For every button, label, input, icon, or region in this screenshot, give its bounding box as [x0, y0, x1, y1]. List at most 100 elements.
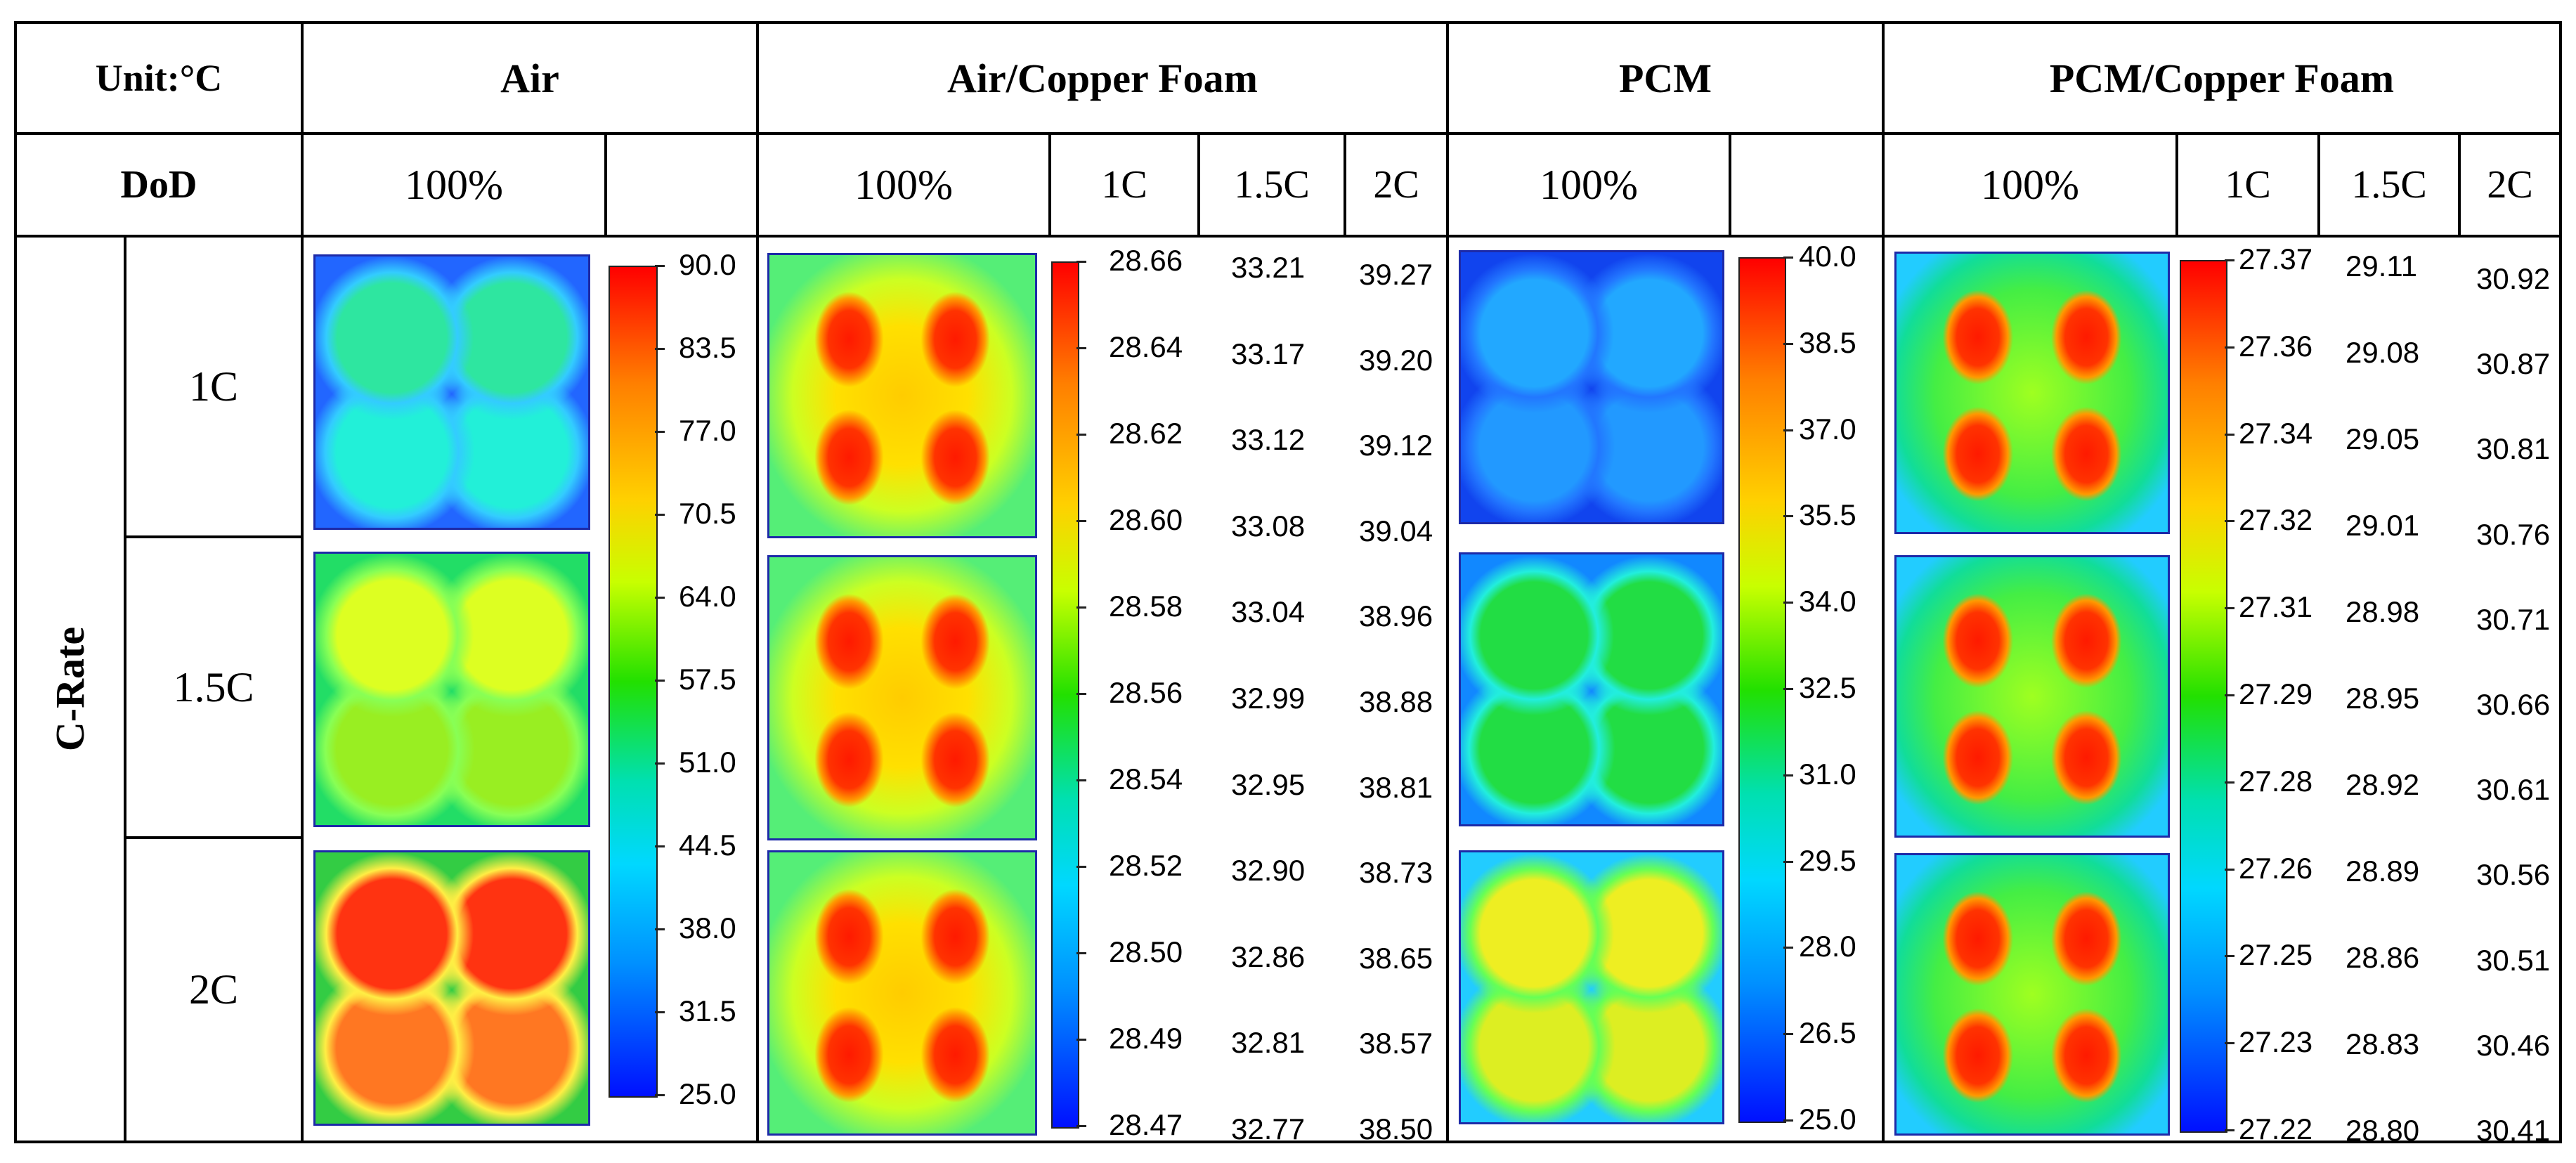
grid-line — [1882, 21, 1885, 1143]
pcm-scale-tick — [1783, 688, 1793, 690]
pcm-copper-scale-1c-tick — [2225, 694, 2235, 696]
pcm-scale-tick — [1783, 774, 1793, 777]
air-copper-heatmap-0 — [767, 253, 1037, 538]
air-copper-scale-1c-tick — [1076, 1125, 1086, 1127]
grid-line — [125, 535, 304, 538]
pcm-copper-col-2c-value: 30.92 — [2476, 262, 2551, 295]
row-label-1-5c: 1.5C — [173, 663, 254, 710]
pcm-copper-scale-1c-label: 27.32 — [2239, 503, 2313, 537]
air-copper-scale-1c-tick — [1076, 347, 1086, 349]
grid-line — [756, 21, 759, 1143]
pcm-copper-col-2c-value: 30.56 — [2476, 858, 2551, 892]
pcm-copper-col-1-5c-value: 29.11 — [2346, 249, 2417, 282]
unit-label: Unit:°C — [95, 57, 223, 99]
pcm-copper-col-1-5c-value: 28.83 — [2346, 1027, 2420, 1060]
pcm-copper-heatmap-0 — [1894, 252, 2170, 534]
pcm-copper-col-1-5c-value: 28.95 — [2346, 682, 2420, 715]
pcm-copper-scale-1c-label: 27.23 — [2239, 1025, 2313, 1059]
air-scale-bar — [609, 266, 658, 1098]
pcm-scale-tick — [1783, 947, 1793, 949]
pcm-copper-scale-1c-label: 27.36 — [2239, 329, 2313, 363]
air-copper-col-2c-value: 38.88 — [1359, 685, 1433, 718]
grid-line — [2175, 132, 2178, 238]
pcm-copper-scale-1c-label: 27.34 — [2239, 416, 2313, 450]
pcm-copper-scale-1c-tick — [2225, 868, 2235, 871]
pcm-copper-scale-1c-tick — [2225, 1042, 2235, 1045]
air-scale-label: 38.0 — [679, 911, 736, 944]
pcm-scale-label: 37.0 — [1799, 412, 1856, 446]
air-copper-col-2c-value: 38.57 — [1359, 1027, 1433, 1060]
pcm-copper-scale-1c-tick — [2225, 433, 2235, 436]
group-air-header: Air — [500, 55, 559, 101]
air-scale-tick — [655, 845, 665, 847]
grid-line — [124, 235, 126, 1143]
pcm-scale-tick — [1783, 1119, 1793, 1122]
air-copper-col-1-5c-value: 32.77 — [1231, 1112, 1306, 1145]
air-copper-col-1-5c-value: 33.17 — [1231, 337, 1306, 370]
air-heatmap-2 — [313, 850, 590, 1126]
pcm-scale-tick — [1783, 256, 1793, 259]
pcm-copper-col-2c-value: 30.76 — [2476, 517, 2551, 551]
pcm-copper-col-1-5c-value: 28.89 — [2346, 855, 2420, 888]
pcm-copper-scale-1c-label: 27.31 — [2239, 590, 2313, 624]
air-scale-tick — [655, 1094, 665, 1096]
air-copper-col-2c-value: 38.73 — [1359, 856, 1433, 890]
pcm-scale-tick — [1783, 515, 1793, 518]
pcm-copper-scale-1c-tick — [2225, 955, 2235, 958]
pcm-scale-bar — [1738, 257, 1786, 1123]
air-copper-scale-1c-label: 28.49 — [1109, 1022, 1183, 1055]
air-copper-scale-1c-label: 28.56 — [1109, 676, 1183, 709]
air-scale-tick — [655, 348, 665, 350]
air-copper-scale-1c-label: 28.60 — [1109, 503, 1183, 536]
air-copper-scale-1c-tick — [1076, 866, 1086, 868]
pcm-copper-col-1-5c-value: 28.92 — [2346, 768, 2420, 801]
pcm-copper-col-2c-value: 30.87 — [2476, 347, 2551, 381]
pcm-scale-label: 35.5 — [1799, 498, 1856, 532]
pcm-scale-label: 34.0 — [1799, 585, 1856, 618]
pcm-copper-col-2c-value: 30.61 — [2476, 773, 2551, 807]
air-scale-label: 90.0 — [679, 248, 736, 281]
air-copper-col-1-5c-value: 33.08 — [1231, 509, 1306, 542]
pcm-copper-scale-1c-tick — [2225, 346, 2235, 349]
air-scale-label: 64.0 — [679, 580, 736, 613]
pcm-heatmap-1 — [1459, 552, 1724, 826]
pcm-scale-label: 25.0 — [1799, 1103, 1856, 1136]
pcm-copper-col-1-5c-value: 29.08 — [2346, 336, 2420, 369]
pcm-copper-scale-1c-tick — [2225, 1129, 2235, 1131]
air-copper-scale-1c-label: 28.52 — [1109, 849, 1183, 882]
air-copper-col-1-5c-value: 33.04 — [1231, 595, 1306, 629]
pcm-copper-col-1-5c-value: 28.86 — [2346, 941, 2420, 974]
air-copper-scale-1c-label: 28.54 — [1109, 762, 1183, 795]
c-rate-cell: C-Rate — [17, 238, 124, 1141]
group-pcm-copper-header: PCM/Copper Foam — [2049, 55, 2395, 101]
pcm-scale-label: 31.0 — [1799, 757, 1856, 791]
pcm-copper-col-2c-value: 30.41 — [2476, 1114, 2551, 1147]
air-copper-scale-1c-tick — [1076, 1039, 1086, 1041]
air-copper-col-2c: 2C — [1373, 163, 1419, 207]
air-copper-heatmap-1 — [767, 555, 1037, 840]
grid-line — [604, 132, 607, 238]
grid-line — [1729, 132, 1731, 238]
pcm-copper-col-1-5c-value: 29.01 — [2346, 509, 2420, 542]
c-rate-label: C-Rate — [47, 626, 93, 752]
air-copper-scale-1c-tick — [1076, 606, 1086, 609]
air-scale-tick — [655, 680, 665, 682]
pcm-copper-scale-1c-label: 27.28 — [2239, 764, 2313, 798]
pcm-copper-scale-1c-label: 27.37 — [2239, 242, 2313, 275]
grid-line — [2458, 132, 2461, 238]
grid-line — [1197, 132, 1200, 238]
air-copper-col-1-5c: 1.5C — [1234, 163, 1310, 207]
pcm-scale-label: 38.5 — [1799, 325, 1856, 359]
air-scale-label: 57.5 — [679, 663, 736, 696]
air-copper-scale-1c-tick — [1076, 434, 1086, 436]
grid-line — [2559, 21, 2562, 1143]
pcm-copper-col-2c-value: 30.46 — [2476, 1028, 2551, 1062]
air-scale-label: 25.0 — [679, 1077, 736, 1110]
air-scale-label: 31.5 — [679, 994, 736, 1027]
grid-line — [1048, 132, 1051, 238]
air-copper-scale-1c-label: 28.62 — [1109, 417, 1183, 450]
air-scale-tick — [655, 928, 665, 930]
air-copper-scale-1c-tick — [1076, 520, 1086, 522]
air-copper-col-2c-value: 39.20 — [1359, 343, 1433, 377]
pcm-scale-tick — [1783, 342, 1793, 345]
